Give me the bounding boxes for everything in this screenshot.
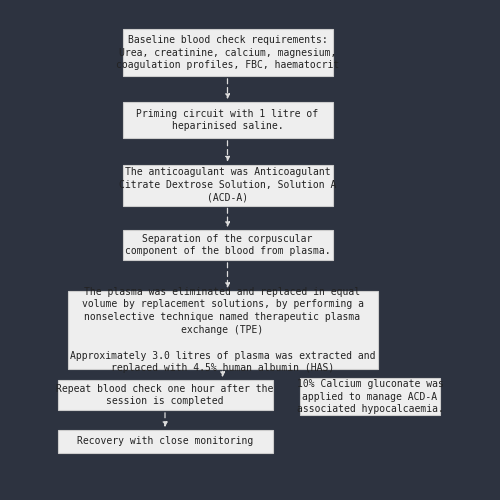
FancyBboxPatch shape (122, 230, 332, 260)
Text: 10% Calcium gluconate was
applied to manage ACD-A
associated hypocalcaemia.: 10% Calcium gluconate was applied to man… (296, 378, 444, 414)
FancyBboxPatch shape (122, 28, 332, 76)
Text: The plasma was eliminated and replaced in equal
volume by replacement solutions,: The plasma was eliminated and replaced i… (70, 286, 375, 374)
FancyBboxPatch shape (122, 102, 332, 138)
FancyBboxPatch shape (122, 164, 332, 205)
Text: Baseline blood check requirements:
Urea, creatinine, calcium, magnesium,
coagula: Baseline blood check requirements: Urea,… (116, 34, 339, 70)
FancyBboxPatch shape (68, 291, 378, 369)
Text: Repeat blood check one hour after the
session is completed: Repeat blood check one hour after the se… (56, 384, 274, 406)
Text: Recovery with close monitoring: Recovery with close monitoring (77, 436, 253, 446)
FancyBboxPatch shape (58, 380, 272, 410)
Text: The anticoagulant was Anticoagulant
Citrate Dextrose Solution, Solution A
(ACD-A: The anticoagulant was Anticoagulant Citr… (119, 167, 336, 203)
FancyBboxPatch shape (300, 378, 440, 415)
FancyBboxPatch shape (58, 430, 272, 453)
Text: Separation of the corpuscular
component of the blood from plasma.: Separation of the corpuscular component … (124, 234, 330, 256)
Text: Priming circuit with 1 litre of
heparinised saline.: Priming circuit with 1 litre of heparini… (136, 108, 318, 132)
